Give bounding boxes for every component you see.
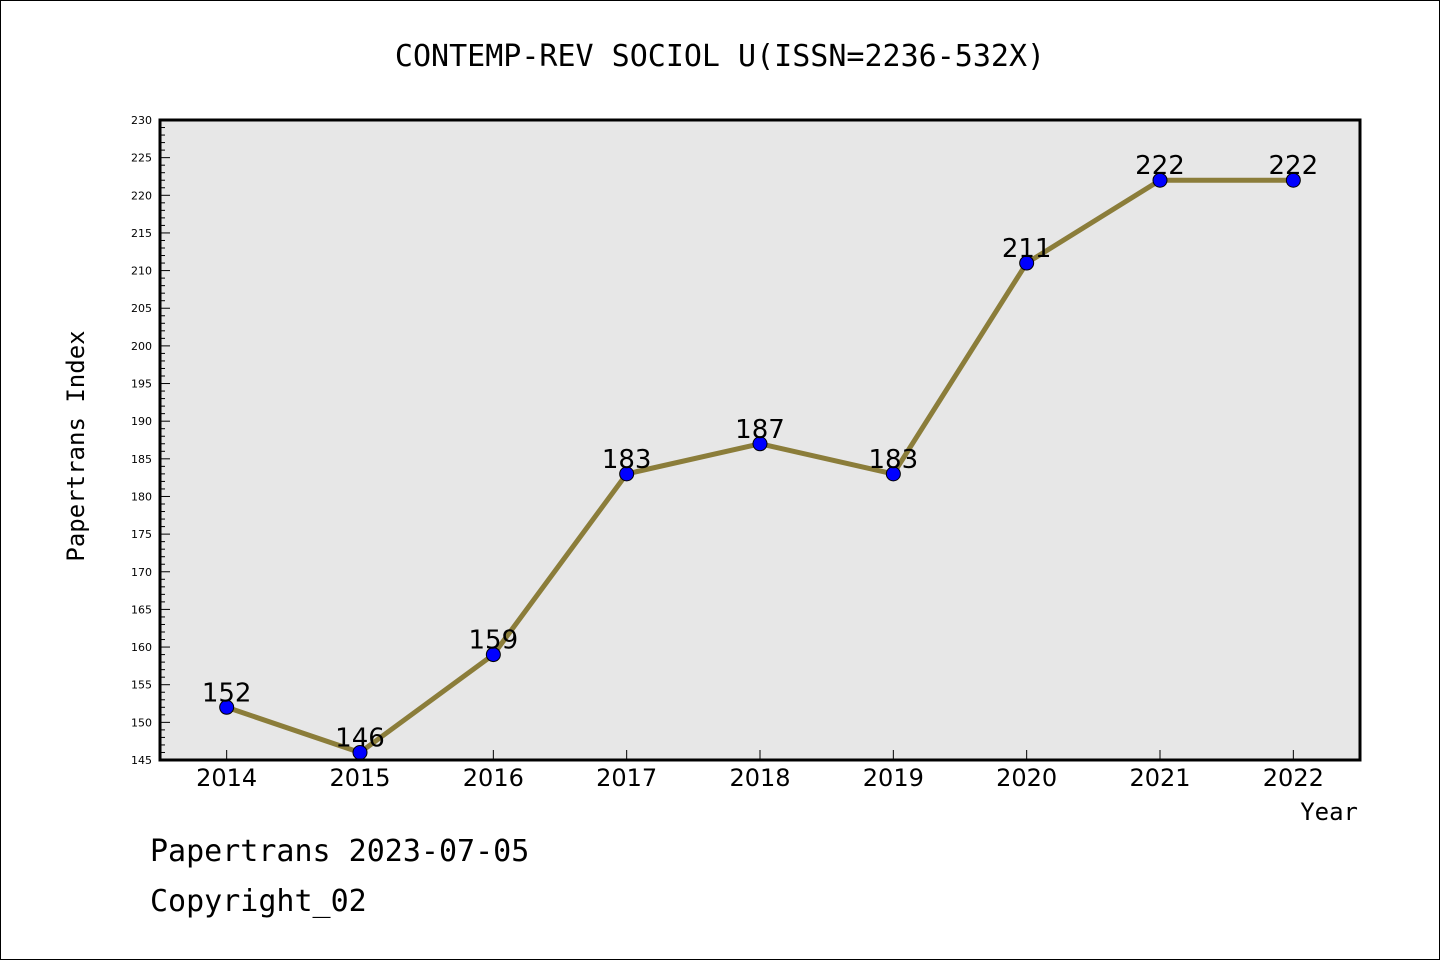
y-tick-label: 185 [131,453,152,466]
y-axis-label: Papertrans Index [62,330,90,561]
y-tick-label: 155 [131,679,152,692]
chart-title: CONTEMP-REV SOCIOL U(ISSN=2236-532X) [395,39,1045,74]
y-tick-label: 170 [131,566,152,579]
y-tick-label: 175 [131,528,152,541]
y-tick-label: 195 [131,378,152,391]
data-label: 222 [1269,151,1319,181]
data-label: 183 [869,445,919,475]
data-label: 187 [735,415,785,445]
data-point [485,647,501,663]
y-tick-label: 150 [131,716,152,729]
data-label: 183 [602,445,652,475]
x-axis-label: Year [1300,798,1358,826]
x-tick-label: 2016 [463,764,524,792]
y-tick-label: 230 [131,114,152,127]
footer-copyright: Copyright_02 [150,884,367,919]
data-point [885,466,901,482]
data-point [1019,255,1035,271]
y-tick-label: 210 [131,265,152,278]
y-tick-label: 215 [131,227,152,240]
y-tick-label: 165 [131,603,152,616]
x-axis: 2014 2015 2016 2017 2018 2019 2020 2021 2022 [196,750,1324,792]
y-tick-label: 190 [131,415,152,428]
x-tick-label: 2020 [996,764,1057,792]
y-tick-label: 225 [131,152,152,165]
data-label: 152 [202,678,252,708]
x-tick-label: 2022 [1263,764,1324,792]
y-tick-label: 220 [131,189,152,202]
y-tick-label: 200 [131,340,152,353]
data-point [619,466,635,482]
data-label: 159 [469,626,519,656]
y-tick-label: 180 [131,490,152,503]
y-tick-label: 205 [131,302,152,315]
x-tick-label: 2015 [329,764,390,792]
data-point [752,436,768,452]
x-tick-label: 2021 [1129,764,1190,792]
data-point [1285,172,1301,188]
plot-border [158,118,1362,762]
y-tick-label: 145 [131,754,152,767]
data-label: 146 [335,723,385,753]
y-tick-label: 160 [131,641,152,654]
data-point [1152,172,1168,188]
x-tick-label: 2017 [596,764,657,792]
footer-date: Papertrans 2023-07-05 [150,834,530,869]
data-point [219,699,235,715]
series-group: 152 146 159 183 187 183 211 222 222 [202,151,1319,760]
y-axis: 145 150 155 160 165 170 175 180 185 190 195 200 205 2… [131,114,170,767]
x-tick-label: 2018 [729,764,790,792]
x-tick-label: 2014 [196,764,257,792]
data-label: 211 [1002,234,1052,264]
data-label: 222 [1135,151,1185,181]
x-tick-label: 2019 [863,764,924,792]
